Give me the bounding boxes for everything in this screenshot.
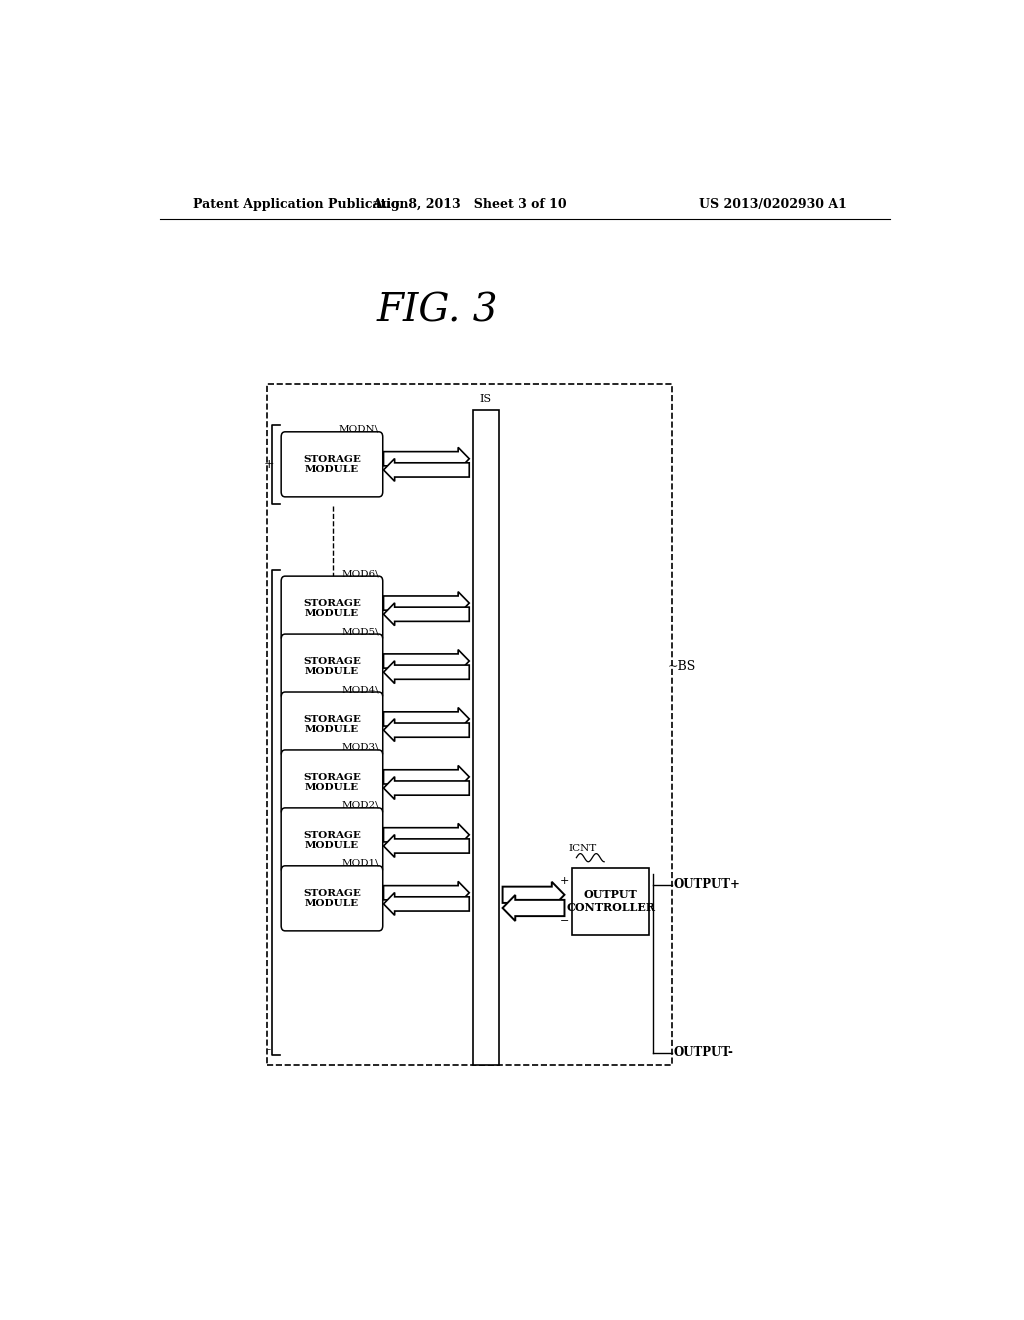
Text: FIG. 3: FIG. 3 xyxy=(377,292,499,330)
Text: -: - xyxy=(266,1043,270,1056)
Text: IS: IS xyxy=(480,395,492,404)
Text: STORAGE
MODULE: STORAGE MODULE xyxy=(303,772,360,792)
Text: Aug. 8, 2013   Sheet 3 of 10: Aug. 8, 2013 Sheet 3 of 10 xyxy=(372,198,566,211)
FancyBboxPatch shape xyxy=(282,808,383,873)
FancyArrow shape xyxy=(503,895,564,921)
FancyArrow shape xyxy=(384,458,469,482)
FancyBboxPatch shape xyxy=(282,634,383,700)
Bar xyxy=(267,384,672,1065)
FancyArrow shape xyxy=(384,661,469,684)
Text: STORAGE
MODULE: STORAGE MODULE xyxy=(303,657,360,676)
Text: MODN\: MODN\ xyxy=(339,425,379,434)
Text: OUTPUT-: OUTPUT- xyxy=(673,1047,733,1060)
Text: STORAGE
MODULE: STORAGE MODULE xyxy=(303,715,360,734)
FancyArrow shape xyxy=(384,719,469,742)
Text: +: + xyxy=(560,876,569,886)
FancyArrow shape xyxy=(384,882,469,904)
FancyBboxPatch shape xyxy=(282,576,383,642)
Text: OUTPUT+: OUTPUT+ xyxy=(673,878,740,891)
Text: −: − xyxy=(560,916,569,927)
FancyArrow shape xyxy=(384,824,469,846)
Text: STORAGE
MODULE: STORAGE MODULE xyxy=(303,830,360,850)
Text: ~BS: ~BS xyxy=(668,660,696,673)
Bar xyxy=(572,867,648,935)
Bar xyxy=(473,411,499,1065)
FancyArrow shape xyxy=(384,603,469,626)
FancyArrow shape xyxy=(384,892,469,915)
Text: MOD3\: MOD3\ xyxy=(341,743,379,752)
FancyArrow shape xyxy=(384,776,469,800)
FancyBboxPatch shape xyxy=(282,432,383,496)
Text: MOD5\: MOD5\ xyxy=(341,627,379,636)
Text: US 2013/0202930 A1: US 2013/0202930 A1 xyxy=(699,198,847,211)
FancyArrow shape xyxy=(384,649,469,672)
FancyBboxPatch shape xyxy=(282,866,383,931)
Text: OUTPUT
CONTROLLER: OUTPUT CONTROLLER xyxy=(566,890,655,913)
Text: STORAGE
MODULE: STORAGE MODULE xyxy=(303,888,360,908)
FancyArrow shape xyxy=(384,447,469,470)
Text: MOD2\: MOD2\ xyxy=(341,801,379,810)
FancyArrow shape xyxy=(503,882,564,908)
Text: MOD1\: MOD1\ xyxy=(341,859,379,867)
Text: STORAGE
MODULE: STORAGE MODULE xyxy=(303,454,360,474)
FancyArrow shape xyxy=(384,591,469,614)
FancyBboxPatch shape xyxy=(282,692,383,758)
Text: +: + xyxy=(263,458,273,471)
Text: STORAGE
MODULE: STORAGE MODULE xyxy=(303,599,360,618)
Text: Patent Application Publication: Patent Application Publication xyxy=(194,198,409,211)
Text: MOD4\: MOD4\ xyxy=(341,685,379,694)
FancyBboxPatch shape xyxy=(282,750,383,814)
FancyArrow shape xyxy=(384,834,469,858)
Text: MOD6\: MOD6\ xyxy=(341,569,379,578)
FancyArrow shape xyxy=(384,766,469,788)
FancyArrow shape xyxy=(384,708,469,730)
Text: ICNT: ICNT xyxy=(568,843,597,853)
